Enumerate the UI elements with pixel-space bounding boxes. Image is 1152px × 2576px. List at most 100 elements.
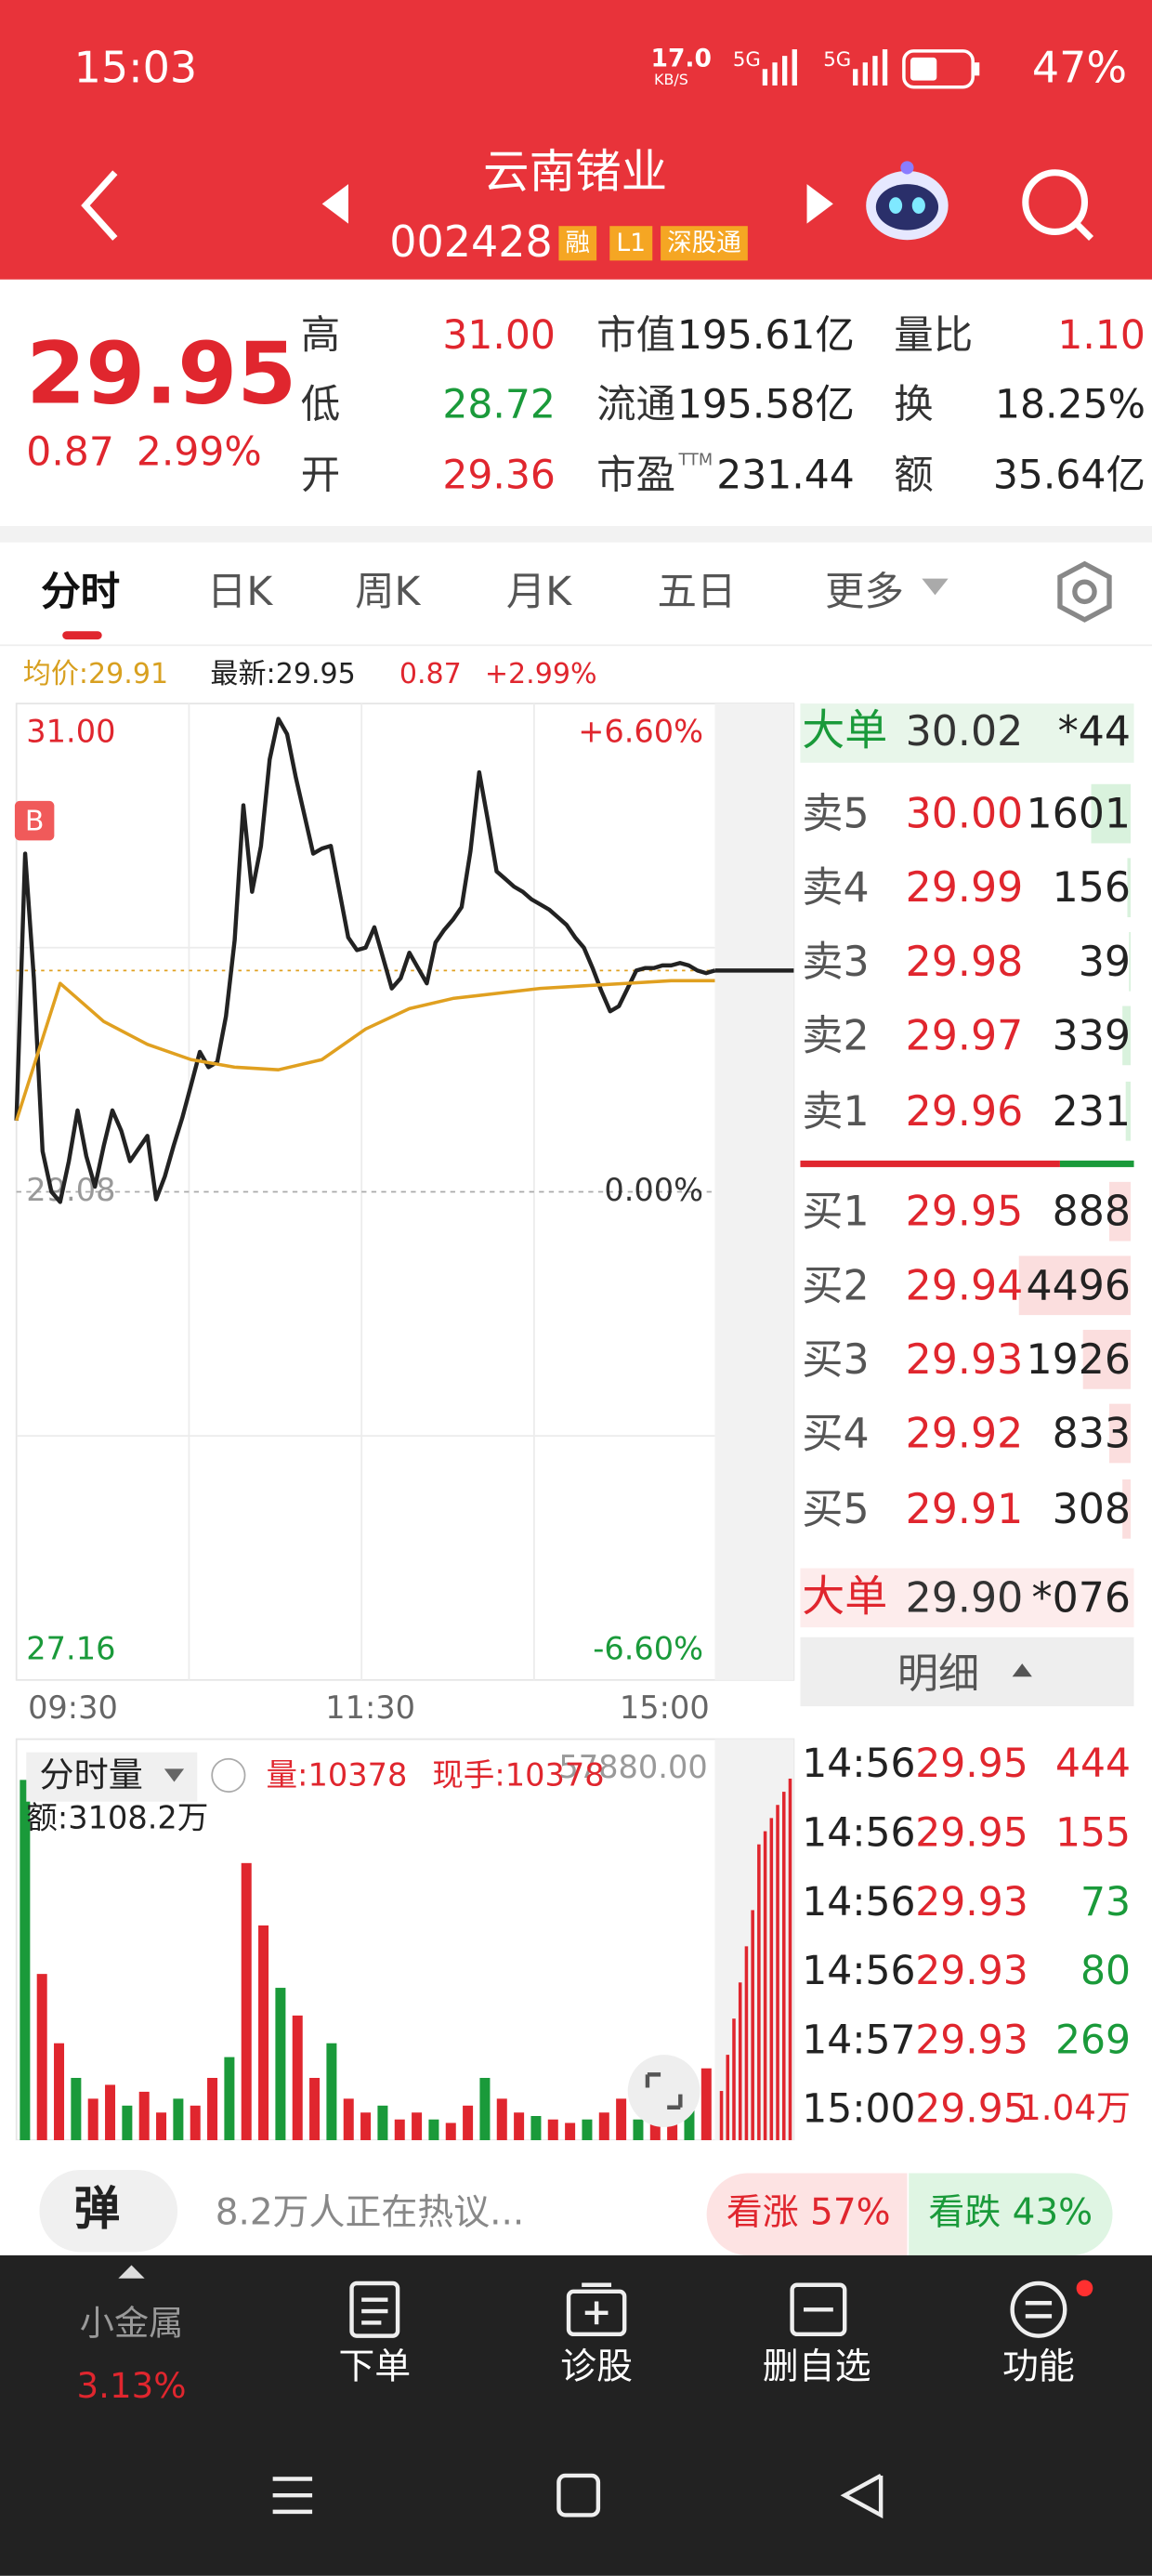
book-volume: 39 [1078,938,1132,986]
buy-marker: B [25,805,45,837]
trade-volume: 269 [1054,2017,1132,2063]
tab[interactable]: 日K [206,569,273,615]
trade-time: 14:56 [802,1878,916,1925]
settings-button[interactable] [1052,559,1118,624]
volume-title: 分时量 [39,1755,142,1795]
volume-bar [547,2119,558,2141]
volume-amount: 额:3108.2万 [26,1800,208,1836]
book-price: 29.97 [905,1011,1024,1060]
volume-bar [36,1974,47,2141]
trade-price: 29.95 [915,2085,1028,2133]
book-label: 卖2 [802,1011,870,1060]
after-hours-volume [726,2055,730,2141]
stock-name: 云南锗业 [483,144,668,200]
book-divider [800,1160,1060,1167]
book-label: 买4 [802,1409,870,1458]
tab[interactable]: 周K [355,569,421,615]
bear-label: 看跌 43% [928,2192,1093,2234]
volume-bar [479,2077,491,2141]
nav-label[interactable]: 小金属 [79,2304,184,2344]
avg-line [15,979,715,1122]
volume-bar [633,2119,644,2141]
volume-bar [565,2123,576,2141]
net-unit: KB/S [654,72,688,90]
book-label: 买3 [802,1335,870,1384]
volume-bar [428,2119,439,2141]
nav-label[interactable]: 功能 [1002,2346,1075,2389]
trade-volume: 80 [1080,1948,1132,1994]
danmu-button[interactable] [39,2169,178,2253]
volume-bar [292,2015,303,2141]
depth-bar [1109,1403,1131,1464]
tab[interactable]: 更多 [824,569,904,615]
buy-marker-bg [14,800,55,841]
nav-label[interactable]: 删自选 [762,2346,871,2389]
back-button[interactable] [66,164,132,246]
prev-stock[interactable] [316,181,355,228]
book-volume: 4496 [1026,1261,1132,1309]
stat-value: 195.58亿 [676,381,855,427]
detail-title[interactable]: 明细 [897,1649,980,1698]
after-hours-volume [763,1831,767,2141]
depth-bar [1122,1479,1131,1539]
next-stock[interactable] [800,181,839,228]
price-line [14,716,716,1204]
stat-label: 量比 [894,312,974,359]
search-button[interactable] [1015,164,1097,246]
volume-bar [309,2077,321,2141]
volume-bar [122,2105,133,2141]
stat-label: 开 [300,452,341,498]
volume-bar [326,2043,337,2141]
divider [0,526,1152,543]
stat-label: 流通 [596,381,676,427]
avg-price: 均价:29.91 [22,658,169,691]
detail-arrow [1012,1663,1032,1677]
stat-label: 换 [894,381,934,427]
danmu-label: 弹 [73,2181,121,2236]
stat-value: 195.61亿 [676,312,855,359]
bull-button[interactable] [706,2173,908,2255]
book-volume: 231 [1052,1087,1132,1136]
volume-bar [360,2112,372,2141]
battery: 47% [1031,44,1128,94]
volume-bar [445,2123,456,2141]
tab[interactable]: 五日 [657,569,737,615]
detail-bg [800,1636,1134,1707]
stat-value: 35.64亿 [992,452,1145,498]
divider [0,644,1152,647]
nav-label[interactable]: 诊股 [560,2346,634,2389]
tab[interactable]: 月K [505,569,572,615]
volume-bar [258,1925,269,2141]
stat-value: 28.72 [442,381,556,427]
discussion[interactable]: 8.2万人正在热议... [215,2192,525,2234]
book-volume: 339 [1052,1011,1132,1060]
tab[interactable]: 分时 [41,569,121,615]
depth-bar [1129,931,1131,992]
volume-bar [138,2091,150,2141]
trade-time: 14:56 [802,1948,916,1994]
book-volume: 156 [1052,863,1132,912]
status-icons [762,49,980,89]
bull-label: 看涨 57% [726,2192,891,2234]
robot-button[interactable] [857,156,956,246]
big-top-bg [800,703,1134,763]
depth-bar [1108,1181,1131,1242]
volume-bar [105,2084,116,2141]
stat-value: 18.25% [995,381,1145,427]
trade-price: 29.93 [915,1948,1028,1994]
volume-bar [224,2057,235,2141]
x-tick-label: 09:30 [28,1689,118,1726]
volume-bar [616,2098,627,2141]
volume-stat: 量:10378 [267,1757,408,1794]
stat-value: 31.00 [442,312,556,359]
after-hours-volume [719,2091,724,2141]
after-hours-volume [776,1805,779,2141]
volume-bar [173,2098,184,2141]
nav-label[interactable]: 下单 [338,2346,412,2389]
y-tick-label: 31.00 [26,713,115,749]
stat-label: 市盈 [596,452,676,498]
after-hours-volume [732,2018,736,2141]
expand-icon [645,2072,683,2109]
bear-button[interactable] [909,2173,1113,2255]
book-volume: 308 [1052,1485,1132,1533]
